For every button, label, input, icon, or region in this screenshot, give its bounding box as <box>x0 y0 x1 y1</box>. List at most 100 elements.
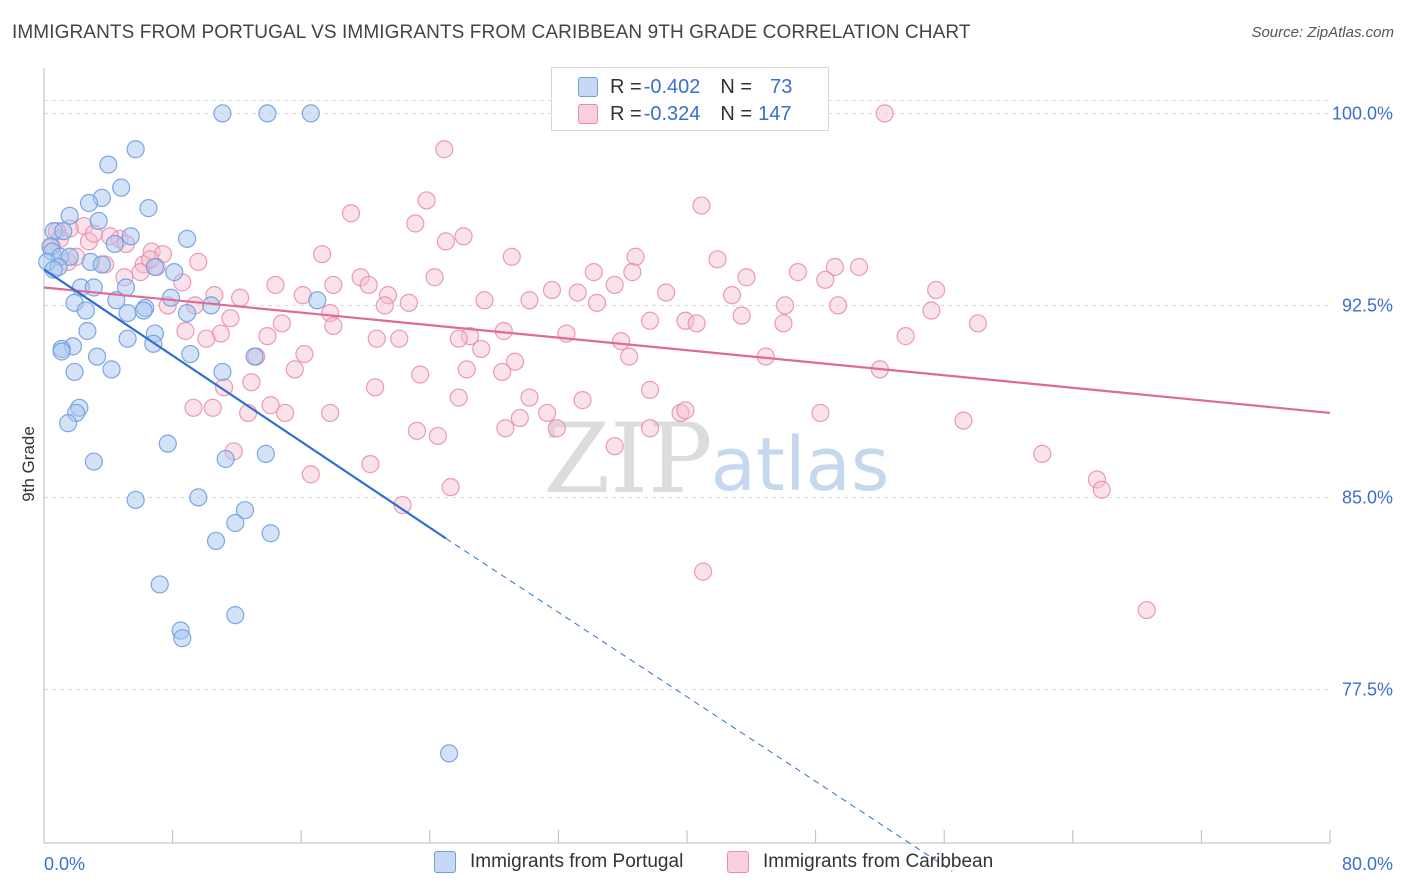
watermark: ZIP atlas <box>543 403 889 515</box>
caribbean-point <box>722 286 742 305</box>
caribbean-point <box>568 283 587 302</box>
watermark-zip: ZIP <box>543 403 712 515</box>
legend-r-label: R = <box>610 102 642 125</box>
portugal-point <box>118 329 137 348</box>
caribbean-point <box>417 191 436 210</box>
portugal-point <box>145 257 165 277</box>
portugal-point <box>213 104 232 123</box>
legend: R = -0.402 N = 73 R = -0.324 N = 147 <box>551 67 829 131</box>
series-caribbean-points <box>42 104 1156 620</box>
caribbean-point <box>1137 600 1156 620</box>
portugal-point <box>112 178 131 197</box>
legend-r-label: R = <box>610 75 642 98</box>
x-tick-label: 0.0% <box>44 854 85 874</box>
caribbean-point <box>475 291 494 310</box>
portugal-point <box>439 744 459 763</box>
portugal-point <box>181 344 200 364</box>
caribbean-point <box>390 329 409 348</box>
caribbean-point <box>875 104 894 123</box>
caribbean-point <box>258 327 277 346</box>
caribbean-point <box>454 227 473 246</box>
portugal-point <box>126 140 145 159</box>
caribbean-point <box>825 257 844 277</box>
caribbean-point <box>472 339 491 359</box>
bottom-legend-label-portugal: Immigrants from Portugal <box>470 851 684 872</box>
caribbean-point <box>547 419 566 438</box>
caribbean-point <box>197 329 216 348</box>
portugal-point <box>60 206 79 225</box>
caribbean-point <box>203 398 222 417</box>
caribbean-point <box>693 562 713 581</box>
caribbean-point <box>496 419 515 438</box>
caribbean-point <box>816 270 835 289</box>
portugal-point <box>76 301 95 320</box>
caribbean-point <box>611 332 631 351</box>
caribbean-point <box>449 388 468 407</box>
portugal-point <box>87 347 107 366</box>
caribbean-point <box>449 329 468 348</box>
caribbean-point <box>221 309 240 328</box>
caribbean-point <box>687 314 706 333</box>
portugal-point <box>54 222 73 241</box>
portugal-point <box>139 199 158 218</box>
caribbean-point <box>321 403 340 423</box>
source-label: Source: ZipAtlas.com <box>1251 24 1394 41</box>
caribbean-point <box>640 419 660 438</box>
portugal-point <box>226 513 245 533</box>
caribbean-point <box>502 247 521 266</box>
portugal-point <box>52 342 71 361</box>
legend-swatch-portugal <box>578 77 598 97</box>
chart-title: IMMIGRANTS FROM PORTUGAL VS IMMIGRANTS F… <box>12 22 971 43</box>
caribbean-point <box>493 362 512 382</box>
caribbean-point <box>361 455 380 474</box>
caribbean-point <box>407 421 427 440</box>
portugal-point <box>177 303 197 323</box>
caribbean-point <box>774 314 793 333</box>
portugal-point <box>173 629 192 648</box>
caribbean-point <box>538 403 557 423</box>
caribbean-point <box>587 293 607 312</box>
caribbean-point <box>775 296 795 315</box>
caribbean-point <box>428 426 447 446</box>
caribbean-point <box>1087 470 1107 489</box>
caribbean-point <box>573 391 592 410</box>
caribbean-point <box>1092 480 1111 499</box>
bottom-legend-swatch-caribbean <box>727 851 749 873</box>
caribbean-point <box>692 196 711 215</box>
caribbean-point <box>301 465 320 484</box>
caribbean-point <box>520 388 539 407</box>
portugal-point <box>121 227 140 246</box>
caribbean-point <box>968 314 988 333</box>
caribbean-point <box>378 286 398 305</box>
portugal-point <box>150 575 169 594</box>
portugal-point <box>134 301 153 320</box>
caribbean-point <box>359 275 378 295</box>
caribbean-point <box>732 306 751 325</box>
caribbean-point <box>829 296 848 315</box>
watermark-atlas: atlas <box>711 422 890 508</box>
portugal-point <box>60 247 79 266</box>
caribbean-point <box>266 275 285 295</box>
caribbean-point <box>184 398 203 417</box>
caribbean-point <box>510 408 529 428</box>
caribbean-point <box>375 296 394 315</box>
caribbean-point <box>605 275 624 295</box>
portugal-point <box>78 321 97 341</box>
portugal-point <box>216 449 235 469</box>
caribbean-point <box>436 232 455 251</box>
caribbean-point <box>272 314 292 333</box>
portugal-point <box>177 229 197 248</box>
portugal-point <box>158 434 177 453</box>
bottom-legend-label-caribbean: Immigrants from Caribbean <box>763 851 994 872</box>
caribbean-point <box>640 380 660 399</box>
caribbean-point <box>605 437 624 456</box>
legend-n-label: N = <box>720 75 753 98</box>
caribbean-point <box>626 247 645 266</box>
caribbean-point <box>295 344 314 364</box>
caribbean-point <box>425 268 444 287</box>
portugal-point <box>189 488 208 507</box>
caribbean-point <box>176 321 195 341</box>
portugal-trend-extension <box>445 537 953 872</box>
x-tick-label: 80.0% <box>1342 854 1393 874</box>
caribbean-point <box>1033 444 1052 463</box>
